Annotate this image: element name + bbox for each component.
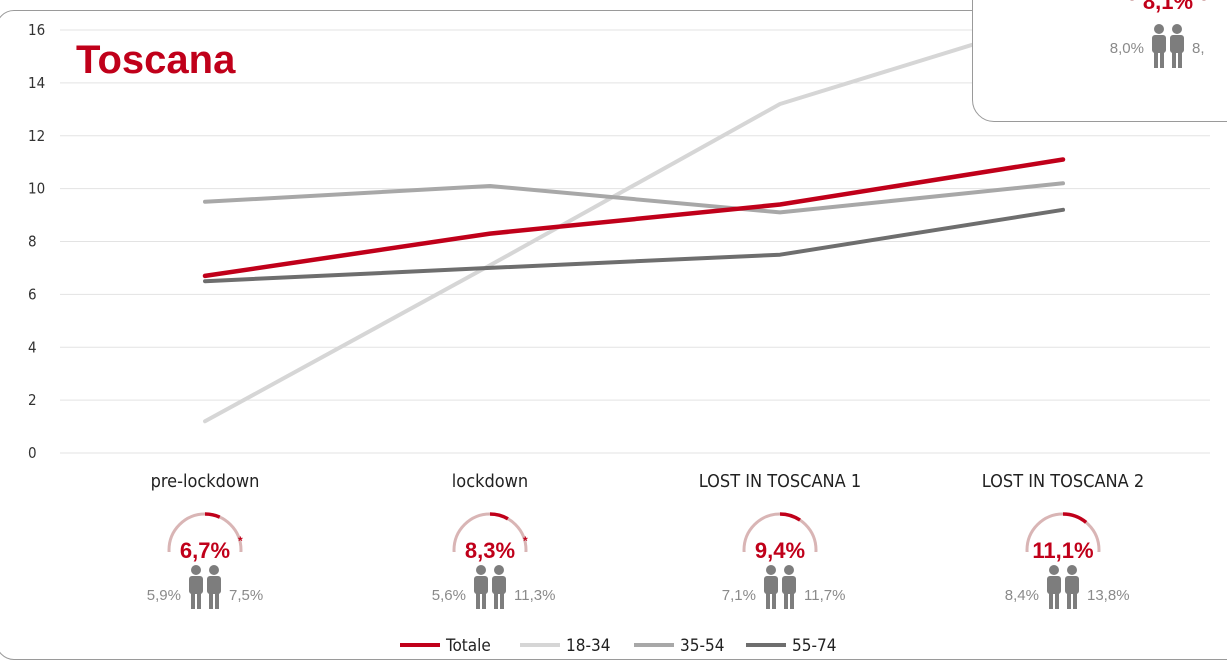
- inset-left-value: 8,0%: [1110, 40, 1144, 57]
- badge-value: 11,1%: [1032, 538, 1093, 563]
- legend-label: 18-34: [566, 636, 610, 656]
- badge-left-value: 5,6%: [432, 587, 466, 604]
- x-tick-label: lockdown: [452, 471, 528, 492]
- badge-right-value: 7,5%: [229, 587, 263, 604]
- category-badges: 6,7% * 5,9% 7,5% 8,3% * 5,6% 11,3% 9,4% 7,1% 11,7%…: [147, 512, 1130, 609]
- badge-progress-arc: [489, 512, 509, 521]
- x-tick-label: LOST IN TOSCANA 1: [699, 471, 861, 492]
- y-tick-label: 16: [28, 21, 45, 39]
- series-lines: [202, 14, 1066, 424]
- y-tick-label: 0: [28, 444, 37, 462]
- series-line-35-54: [203, 181, 1065, 215]
- chart-title: Toscana: [76, 38, 236, 82]
- badge-progress-arc: [1062, 512, 1088, 524]
- x-tick-label: LOST IN TOSCANA 2: [982, 471, 1144, 492]
- badge-progress-arc: [204, 512, 221, 519]
- male-female-people-icon: [189, 565, 221, 609]
- legend-label: 55-74: [792, 636, 836, 656]
- badge-value: 9,4%: [755, 538, 805, 563]
- y-tick-label: 12: [28, 127, 45, 145]
- legend-label: 35-54: [680, 636, 724, 656]
- x-axis-labels: pre-lockdown lockdown LOST IN TOSCANA 1 LOS…: [151, 471, 1145, 492]
- y-axis-ticks: 0 2 4 6 8 10 12 14 16: [28, 21, 45, 462]
- inset-panel: 8,1% 8,0% 8,: [972, 0, 1227, 122]
- series-line-Totale: [202, 157, 1066, 279]
- legend-label: Totale: [445, 636, 491, 656]
- y-tick-label: 4: [28, 338, 37, 356]
- badge-right-value: 11,3%: [514, 587, 555, 604]
- male-female-people-icon: [764, 565, 796, 609]
- male-female-people-icon: [1152, 24, 1184, 68]
- y-tick-label: 6: [28, 285, 37, 303]
- male-female-people-icon: [474, 565, 506, 609]
- badge-right-value: 13,8%: [1087, 587, 1130, 604]
- male-female-people-icon: [1047, 565, 1079, 609]
- badge-left-value: 7,1%: [722, 587, 756, 604]
- badge-left-value: 5,9%: [147, 587, 181, 604]
- badge-asterisk: *: [523, 534, 528, 548]
- inset-badge-value: 8,1%: [1143, 0, 1193, 14]
- badge-progress-arc: [779, 512, 801, 522]
- badge-asterisk: *: [238, 534, 243, 548]
- inset-right-value: 8,: [1192, 40, 1205, 57]
- series-line-55-74: [203, 207, 1065, 284]
- chart-frame: [0, 10, 1227, 660]
- y-tick-label: 2: [28, 391, 37, 409]
- badge-value: 8,3%: [465, 538, 515, 563]
- badge-right-value: 11,7%: [804, 587, 845, 604]
- badge-left-value: 8,4%: [1005, 587, 1039, 604]
- legend: Totale 18-34 35-54 55-74: [400, 636, 836, 656]
- badge-value: 6,7%: [180, 538, 230, 563]
- y-tick-label: 8: [28, 233, 37, 251]
- x-tick-label: pre-lockdown: [151, 471, 260, 492]
- inset-badge: 8,1% 8,0% 8,: [1110, 0, 1206, 68]
- y-tick-label: 10: [28, 180, 45, 198]
- y-tick-label: 14: [28, 74, 45, 92]
- series-line-18-34: [203, 14, 1065, 424]
